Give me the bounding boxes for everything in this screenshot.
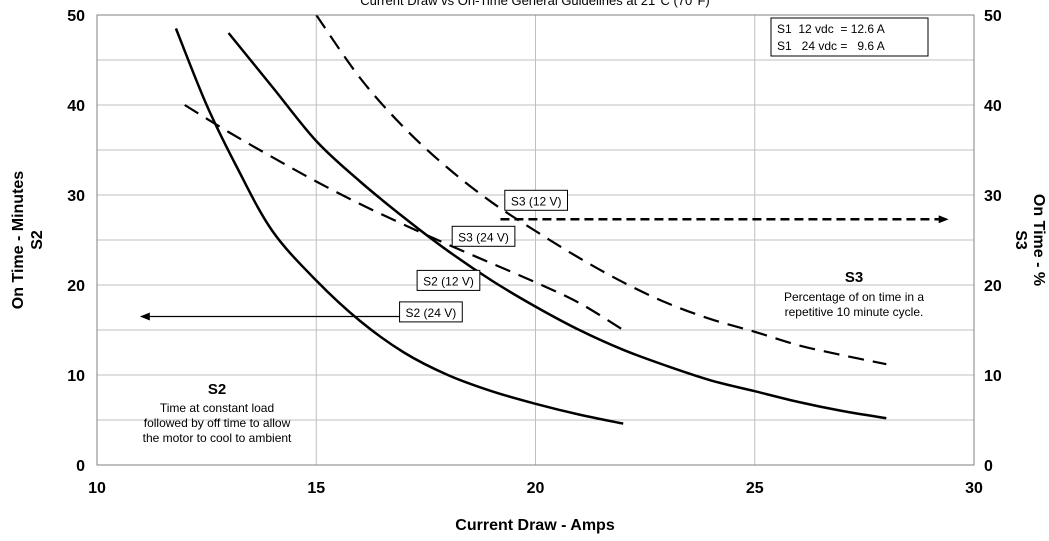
series-label-box: S3 (12 V) — [504, 189, 569, 211]
series-label-frame — [416, 269, 481, 291]
x-tick-label: 20 — [527, 480, 545, 497]
series-labels: S3 (12 V) S3 (24 V) S2 (12 V) S2 (24 V) — [399, 189, 569, 323]
x-tick-label: 30 — [965, 480, 983, 497]
y-axis-title-left: On Time - Minutes — [10, 171, 27, 309]
annotation-s3-line: repetitive 10 minute cycle. — [785, 305, 924, 319]
y-tick-label-right: 10 — [984, 368, 1002, 385]
series-line-s3-24-v — [184, 104, 624, 331]
y-axis-subtitle-right: S3 — [1012, 230, 1029, 250]
series-label-frame — [504, 189, 569, 211]
annotation-s2: S2 Time at constant load followed by off… — [143, 381, 292, 445]
x-axis-title: Current Draw - Amps — [455, 517, 615, 534]
plot-frame — [96, 14, 975, 466]
info-box-frame — [770, 17, 929, 57]
annotation-s3-line: Percentage of on time in a — [784, 290, 924, 304]
series-label-box: S2 (12 V) — [416, 269, 481, 291]
arrows — [139, 215, 949, 321]
annotation-s3-title: S3 — [845, 269, 863, 286]
series-line-s3-12-v — [315, 14, 887, 366]
y-tick-label-left: 10 — [67, 368, 85, 385]
series-label-frame — [399, 301, 463, 323]
x-tick-label: 25 — [746, 480, 764, 497]
y-tick-label-right: 30 — [984, 188, 1002, 205]
info-box: S1 12 vdc = 12.6 A S1 24 vdc = 9.6 A — [770, 17, 929, 57]
series-lines — [174, 14, 887, 425]
y-tick-label-right: 0 — [984, 458, 993, 475]
series-label: S3 (12 V) — [511, 194, 562, 208]
series-line-s2-24-v — [174, 28, 624, 425]
y-axis-subtitle-left: S2 — [29, 230, 46, 250]
annotation-s2-line: Time at constant load — [160, 401, 274, 415]
series-label: S3 (24 V) — [458, 230, 509, 244]
series-label-box: S3 (24 V) — [451, 225, 516, 247]
y-tick-label-left: 40 — [67, 98, 85, 115]
series-label-box: S2 (24 V) — [399, 301, 463, 323]
annotation-s2-line: the motor to cool to ambient — [143, 431, 292, 445]
y-tick-label-right: 20 — [984, 278, 1002, 295]
y-tick-label-left: 50 — [67, 8, 85, 25]
annotation-s2-line: followed by off time to allow — [144, 416, 291, 430]
y-tick-label-right: 50 — [984, 8, 1002, 25]
x-tick-label: 15 — [307, 480, 325, 497]
y-tick-label-right: 40 — [984, 98, 1002, 115]
info-line-12v: S1 12 vdc = 12.6 A — [777, 22, 885, 36]
annotation-s2-title: S2 — [208, 381, 226, 398]
chart-title: Current Draw vs On-Time General Guidelin… — [360, 0, 709, 8]
y-axis-title-right: On Time - % — [1030, 194, 1047, 286]
x-tick-label: 10 — [88, 480, 106, 497]
series-label: S2 (12 V) — [423, 274, 474, 288]
series-label-frame — [451, 225, 516, 247]
info-line-24v: S1 24 vdc = 9.6 A — [777, 39, 885, 53]
series-line-s2-12-v — [227, 32, 887, 420]
y-tick-label-left: 0 — [76, 458, 85, 475]
y-tick-label-left: 30 — [67, 188, 85, 205]
series-label: S2 (24 V) — [406, 306, 457, 320]
annotation-s3: S3 Percentage of on time in a repetitive… — [784, 269, 924, 319]
grid — [96, 14, 975, 466]
y-tick-label-left: 20 — [67, 278, 85, 295]
